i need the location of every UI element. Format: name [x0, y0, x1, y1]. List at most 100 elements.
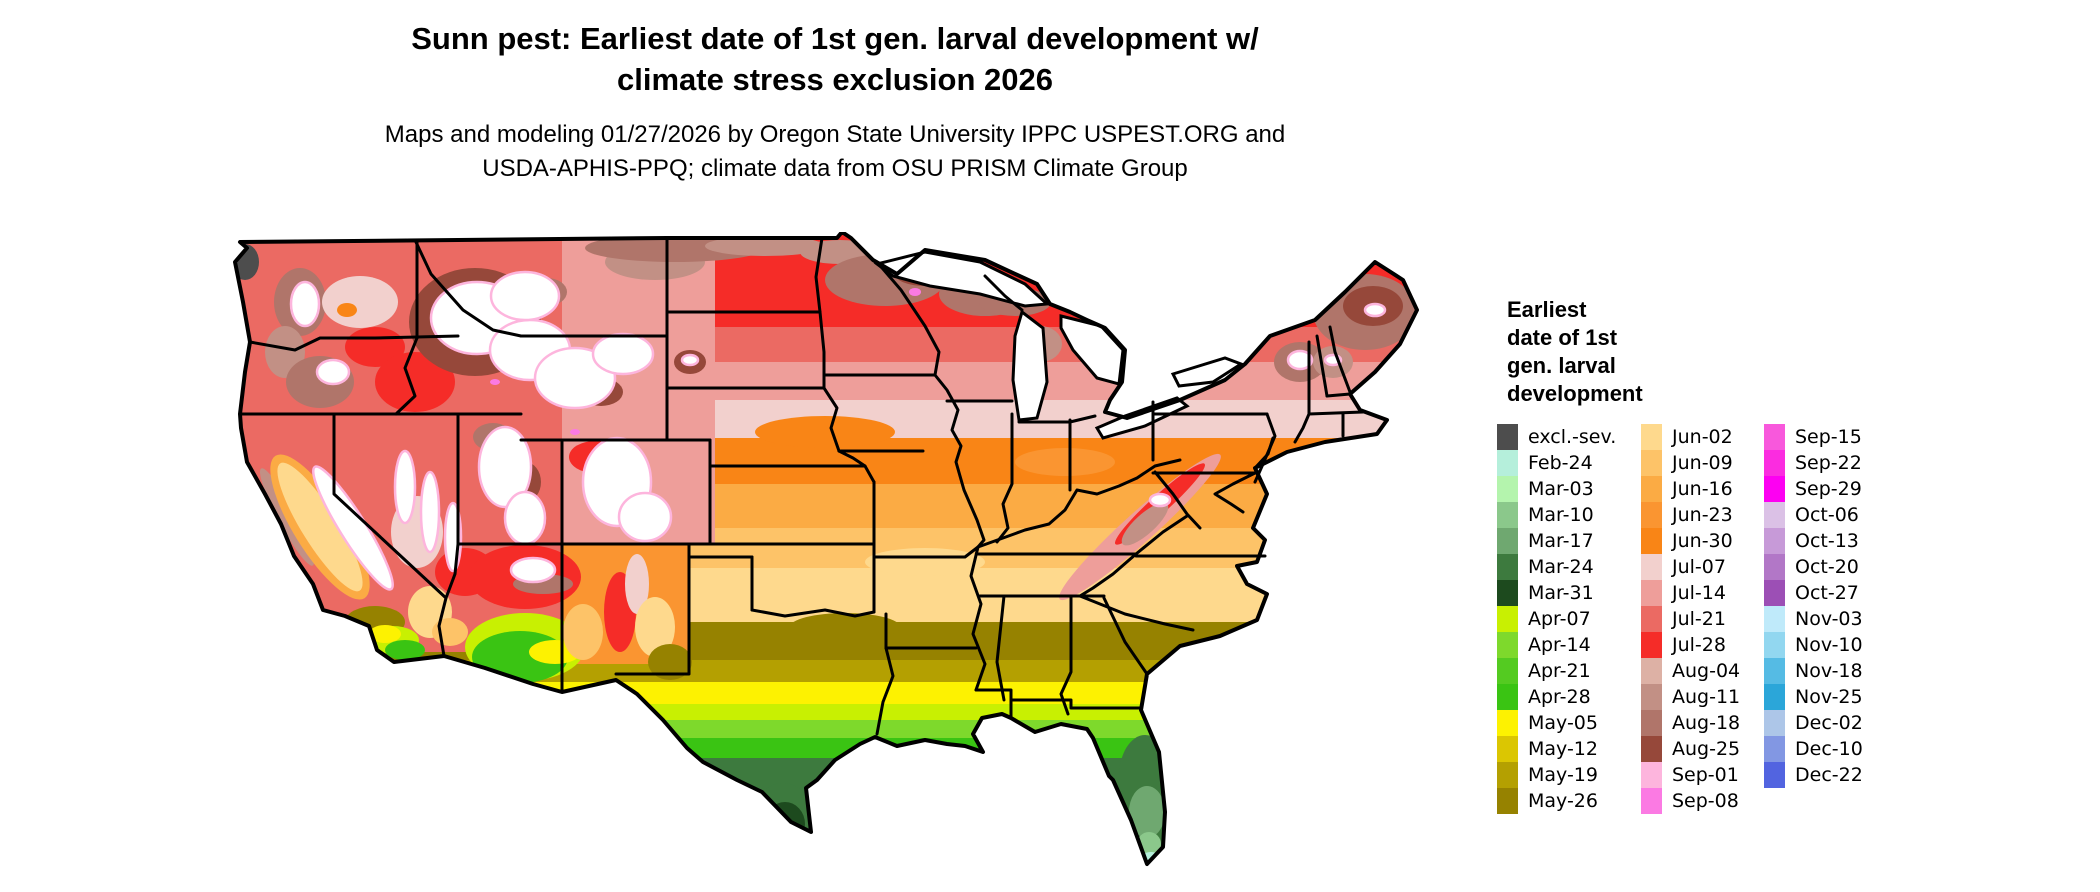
- legend-label: May-05: [1528, 712, 1598, 734]
- legend-swatch: [1641, 632, 1662, 658]
- legend-swatch: [1497, 632, 1518, 658]
- terrain-blob: [385, 640, 425, 660]
- legend-row: Oct-06: [1764, 502, 1863, 528]
- legend-label: Apr-07: [1528, 608, 1591, 630]
- map-title-line2: climate stress exclusion 2026: [617, 62, 1053, 97]
- legend-swatch: [1764, 554, 1785, 580]
- legend-swatch: [1497, 762, 1518, 788]
- legend-row: Jul-07: [1641, 554, 1764, 580]
- excluded-area: [489, 270, 561, 322]
- terrain-blob: [570, 429, 580, 435]
- state-borders: [238, 236, 1365, 736]
- us-map-svg: [233, 230, 1419, 866]
- excluded-area: [1363, 302, 1387, 318]
- legend-label: Oct-13: [1795, 530, 1859, 552]
- legend-swatch: [1641, 684, 1662, 710]
- legend-swatch: [1497, 580, 1518, 606]
- excluded-area: [503, 490, 547, 546]
- legend-swatch: [1497, 502, 1518, 528]
- legend-swatch: [1641, 528, 1662, 554]
- legend-title-line: Earliest: [1507, 297, 1587, 322]
- legend-row: Feb-24: [1497, 450, 1641, 476]
- legend-row: May-12: [1497, 736, 1641, 762]
- excluded-area: [393, 449, 417, 525]
- us-map: [225, 230, 1435, 882]
- map-subtitle-line2: USDA-APHIS-PPQ; climate data from OSU PR…: [482, 155, 1188, 182]
- legend-label: Dec-02: [1795, 712, 1863, 734]
- terrain-blob: [635, 597, 675, 657]
- legend-label: Mar-03: [1528, 478, 1594, 500]
- legend-row: Jun-30: [1641, 528, 1764, 554]
- legend-label: May-12: [1528, 738, 1598, 760]
- excluded-areas: [289, 270, 1387, 591]
- legend-swatch: [1641, 450, 1662, 476]
- map-subtitle-line1: Maps and modeling 01/27/2026 by Oregon S…: [384, 121, 1286, 148]
- lake-superior: [873, 250, 1051, 308]
- legend-row: Dec-02: [1764, 710, 1863, 736]
- legend-label: Aug-18: [1672, 712, 1741, 734]
- legend-label: Sep-29: [1795, 478, 1862, 500]
- excluded-area: [1286, 349, 1314, 371]
- legend-row: Nov-25: [1764, 684, 1863, 710]
- terrain-blob: [648, 644, 692, 680]
- legend-label: Jun-16: [1672, 478, 1733, 500]
- legend-row: Sep-22: [1764, 450, 1863, 476]
- legend-label: Jun-30: [1672, 530, 1733, 552]
- legend-swatch: [1764, 476, 1785, 502]
- legend-swatch: [1641, 658, 1662, 684]
- legend-label: Oct-20: [1795, 556, 1859, 578]
- legend-label: Mar-10: [1528, 504, 1594, 526]
- map-title-line1: Sunn pest: Earliest date of 1st gen. lar…: [411, 21, 1259, 56]
- legend-label: Oct-27: [1795, 582, 1859, 604]
- legend-column-2: Jun-02 Jun-09 Jun-16 Jun-23 Jun-30 Jul-07 Jul-…: [1641, 424, 1764, 814]
- legend-label: Sep-15: [1795, 426, 1862, 448]
- terrain-blob: [490, 379, 500, 385]
- legend-label: Dec-10: [1795, 738, 1863, 760]
- legend-row: Sep-15: [1764, 424, 1863, 450]
- legend-swatch: [1764, 450, 1785, 476]
- legend-columns: excl.-sev. Feb-24 Mar-03 Mar-10 Mar-17 Mar-24…: [1497, 424, 1937, 814]
- legend-row: Nov-03: [1764, 606, 1863, 632]
- legend-swatch: [1497, 606, 1518, 632]
- legend-label: Apr-28: [1528, 686, 1591, 708]
- excluded-area: [477, 425, 533, 509]
- terrain-blob: [375, 352, 455, 412]
- legend-row: Apr-14: [1497, 632, 1641, 658]
- legend-row: Jul-28: [1641, 632, 1764, 658]
- terrain-blob: [1129, 786, 1165, 838]
- map-title: Sunn pest: Earliest date of 1st gen. lar…: [190, 18, 1480, 100]
- legend-swatch: [1497, 658, 1518, 684]
- legend-row: Oct-27: [1764, 580, 1863, 606]
- legend-swatch: [1497, 476, 1518, 502]
- legend-label: May-26: [1528, 790, 1598, 812]
- great-lakes: [873, 250, 1245, 440]
- legend-row: Jun-09: [1641, 450, 1764, 476]
- legend-label: Dec-22: [1795, 764, 1863, 786]
- legend-swatch: [1641, 762, 1662, 788]
- legend-row: Jul-14: [1641, 580, 1764, 606]
- legend-label: Jul-21: [1672, 608, 1726, 630]
- excluded-area: [680, 353, 700, 367]
- legend-swatch: [1641, 606, 1662, 632]
- terrain-blob: [322, 276, 398, 328]
- legend-label: Jun-09: [1672, 452, 1733, 474]
- legend-label: Jun-02: [1672, 426, 1733, 448]
- legend-label: Jun-23: [1672, 504, 1733, 526]
- excluded-area: [1148, 492, 1172, 508]
- legend-row: Aug-11: [1641, 684, 1764, 710]
- legend-swatch: [1497, 424, 1518, 450]
- legend-label: Mar-24: [1528, 556, 1594, 578]
- legend-row: excl.-sev.: [1497, 424, 1641, 450]
- legend-swatch: [1641, 554, 1662, 580]
- excluded-area: [617, 491, 673, 543]
- legend-swatch: [1641, 502, 1662, 528]
- legend-label: Oct-06: [1795, 504, 1859, 526]
- legend-row: Sep-29: [1764, 476, 1863, 502]
- legend-label: Nov-18: [1795, 660, 1863, 682]
- legend-swatch: [1641, 710, 1662, 736]
- legend-label: Apr-14: [1528, 634, 1591, 656]
- legend-title-line: development: [1507, 381, 1643, 406]
- legend-row: Dec-22: [1764, 762, 1863, 788]
- terrain-blob: [865, 548, 985, 576]
